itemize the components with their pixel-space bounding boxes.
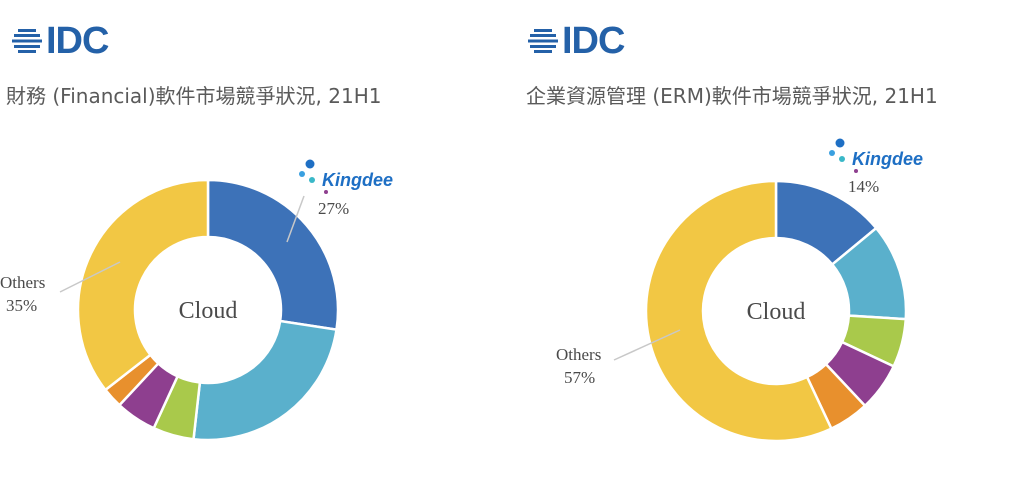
center-label: Cloud <box>747 299 806 325</box>
kingdee-value-label: 14% <box>848 177 879 196</box>
slice-others <box>644 179 834 443</box>
kingdee-dot-icon <box>309 177 315 183</box>
chart-title: 財務 (Financial)軟件市場競爭狀況, 21H1 <box>6 84 382 108</box>
center-label: Cloud <box>179 298 238 324</box>
kingdee-dot-icon <box>854 169 858 173</box>
erm-donut-chart: Cloud Kingdee 14% Others 57% <box>556 138 923 443</box>
kingdee-dot-icon <box>829 150 835 156</box>
kingdee-logo: Kingdee <box>829 138 923 173</box>
kingdee-dot-icon <box>299 171 305 177</box>
idc-logo: IDC <box>12 20 109 62</box>
others-label: Others <box>556 345 601 364</box>
idc-globe-icon <box>12 29 42 53</box>
kingdee-dot-icon <box>835 138 845 148</box>
idc-globe-icon <box>528 29 558 53</box>
others-value-label: 57% <box>564 368 595 387</box>
others-leader-line <box>613 329 681 361</box>
kingdee-leader-line <box>286 195 305 243</box>
kingdee-logo: Kingdee <box>299 159 393 194</box>
slice-kingdee <box>206 178 340 332</box>
others-leader-line <box>59 261 121 293</box>
kingdee-value-label: 27% <box>318 199 349 218</box>
kingdee-dot-icon <box>305 159 315 169</box>
idc-logo: IDC <box>528 20 625 62</box>
logo-text: IDC <box>562 20 625 62</box>
kingdee-dot-icon <box>324 190 328 194</box>
slice-segment-2 <box>192 319 338 442</box>
kingdee-label: Kingdee <box>852 149 923 169</box>
chart-title: 企業資源管理 (ERM)軟件市場競爭狀況, 21H1 <box>526 84 938 108</box>
logo-text: IDC <box>46 20 109 62</box>
financial-donut-chart: Cloud Kingdee 27% Others 35% <box>0 159 393 442</box>
slice-others <box>76 178 210 392</box>
kingdee-dot-icon <box>839 156 845 162</box>
financial-chart-panel: IDC 財務 (Financial)軟件市場競爭狀況, 21H1 Cloud Ki… <box>0 20 393 442</box>
kingdee-label: Kingdee <box>322 170 393 190</box>
others-value-label: 35% <box>6 296 37 315</box>
erm-chart-panel: IDC 企業資源管理 (ERM)軟件市場競爭狀況, 21H1 Cloud King… <box>512 0 1024 493</box>
others-label: Others <box>0 273 45 292</box>
